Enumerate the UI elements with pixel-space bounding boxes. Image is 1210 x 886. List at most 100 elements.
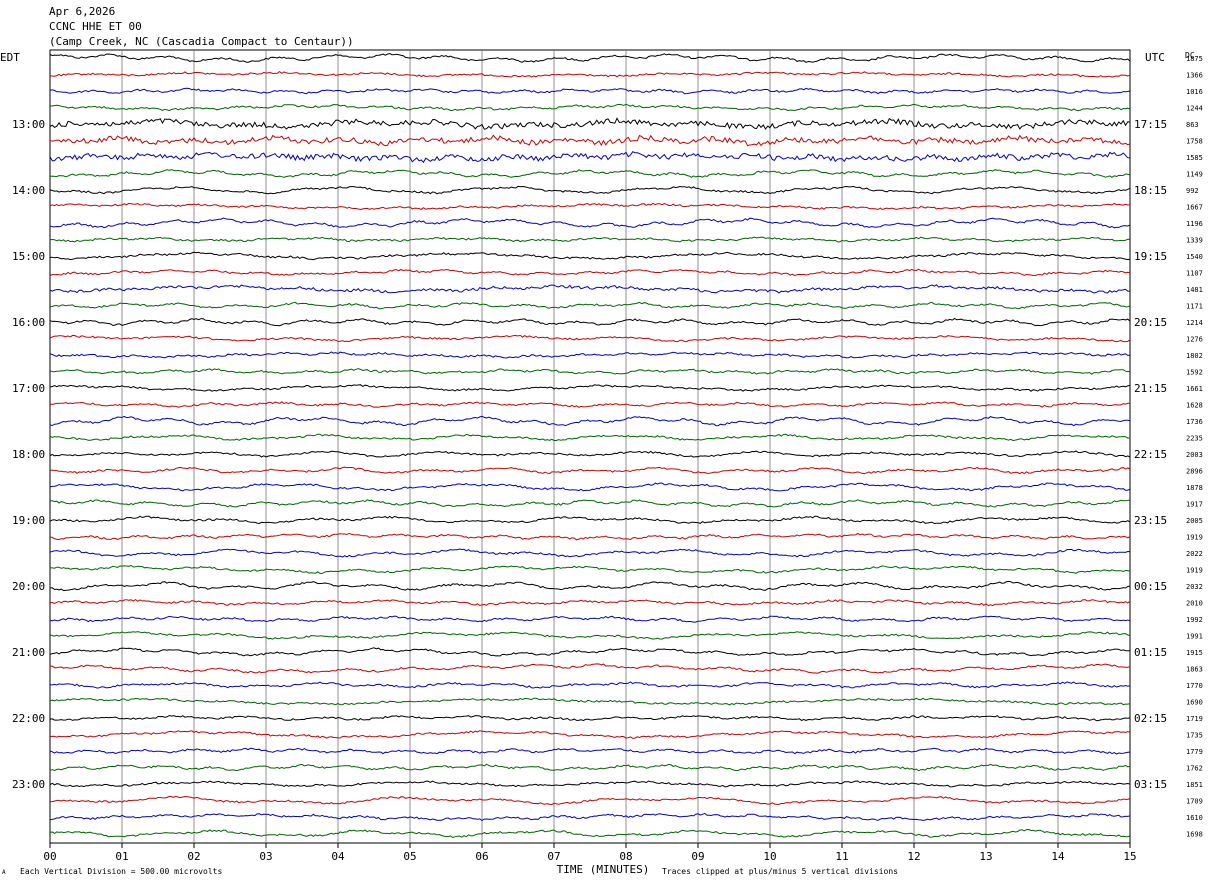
x-tick-label: 10	[763, 850, 776, 863]
seismic-trace	[49, 647, 1130, 657]
seismic-trace	[49, 795, 1131, 806]
edt-time-label: 22:00	[12, 712, 45, 725]
seismic-trace	[49, 812, 1131, 822]
dc-value-label: 1736	[1186, 418, 1203, 426]
x-tick-label: 00	[43, 850, 56, 863]
seismic-trace	[49, 598, 1131, 607]
edt-time-label: 14:00	[12, 184, 45, 197]
edt-time-label: 19:00	[12, 514, 45, 527]
seismic-trace	[49, 52, 1131, 63]
seismic-trace	[49, 70, 1131, 78]
dc-value-label: 1762	[1186, 765, 1203, 773]
edt-time-label: 23:00	[12, 778, 45, 791]
x-tick-label: 03	[259, 850, 272, 863]
seismic-trace	[49, 401, 1131, 408]
seismic-trace	[49, 433, 1131, 442]
dc-value-label: 1758	[1186, 138, 1203, 146]
utc-time-label: 18:15	[1134, 184, 1167, 197]
x-tick-label: 07	[547, 850, 560, 863]
seismic-trace	[50, 103, 1131, 112]
dc-value-label: 2032	[1186, 583, 1203, 591]
dc-value-label: 1196	[1186, 220, 1203, 228]
seismic-trace	[49, 202, 1131, 211]
seismic-trace	[49, 631, 1131, 640]
seismic-trace	[49, 351, 1131, 359]
dc-value-label: 2005	[1186, 517, 1203, 525]
seismic-trace	[49, 415, 1131, 427]
dc-value-label: 1610	[1186, 814, 1203, 822]
seismic-trace	[49, 301, 1131, 310]
edt-time-label: 15:00	[12, 250, 45, 263]
x-tick-label: 05	[403, 850, 416, 863]
dc-value-label: 1171	[1186, 303, 1203, 311]
utc-time-label: 03:15	[1134, 778, 1167, 791]
edt-time-label: 20:00	[12, 580, 45, 593]
edt-time-label: 17:00	[12, 382, 45, 395]
dc-value-label: 1878	[1186, 484, 1203, 492]
seismic-trace	[49, 681, 1131, 689]
edt-time-label: 21:00	[12, 646, 45, 659]
dc-value-label: 1719	[1186, 715, 1203, 723]
seismic-trace	[49, 697, 1131, 706]
dc-value-label: 1628	[1186, 402, 1203, 410]
seismic-trace	[49, 499, 1130, 508]
scale-note: Each Vertical Division = 500.00 microvol…	[20, 867, 223, 876]
dc-value-label: 1661	[1186, 385, 1203, 393]
x-tick-label: 08	[619, 850, 632, 863]
station-code: CCNC HHE ET 00	[49, 20, 142, 33]
utc-time-label: 17:15	[1134, 118, 1167, 131]
seismic-trace	[49, 284, 1131, 294]
seismic-trace	[49, 828, 1131, 839]
dc-label: DC	[1185, 51, 1195, 60]
seismic-trace	[49, 714, 1131, 722]
dc-value-label: 1991	[1186, 633, 1203, 641]
dc-value-label: 2022	[1186, 550, 1203, 558]
edt-time-label: 16:00	[12, 316, 45, 329]
x-tick-label: 04	[331, 850, 345, 863]
seismic-trace	[49, 482, 1131, 492]
chart-date: Apr 6,2026	[49, 5, 116, 18]
plot-frame	[49, 49, 1131, 844]
seismic-trace	[49, 763, 1131, 772]
dc-value-label: 1709	[1186, 798, 1203, 806]
edt-time-label: 13:00	[12, 118, 45, 131]
corner-mark: A	[2, 869, 6, 876]
seismic-trace	[49, 251, 1131, 261]
x-tick-label: 06	[475, 850, 488, 863]
utc-time-label: 01:15	[1134, 646, 1167, 659]
x-tick-label: 13	[979, 850, 992, 863]
dc-value-label: 1481	[1186, 286, 1203, 294]
seismic-trace	[49, 334, 1131, 343]
seismic-trace	[49, 548, 1131, 558]
dc-value-label: 1592	[1186, 369, 1203, 377]
dc-value-label: 1770	[1186, 682, 1203, 690]
station-location: (Camp Creek, NC (Cascadia Compact to Cen…	[49, 35, 354, 48]
dc-value-label: 1851	[1186, 781, 1203, 789]
x-tick-label: 01	[115, 850, 128, 863]
seismic-trace	[49, 151, 1131, 164]
dc-value-label: 1919	[1186, 534, 1203, 542]
dc-value-label: 1690	[1186, 699, 1203, 707]
seismic-trace	[49, 564, 1131, 574]
dc-value-label: 2235	[1186, 435, 1203, 443]
dc-value-label: 1107	[1186, 270, 1203, 278]
dc-value-label: 1339	[1186, 237, 1203, 245]
x-tick-label: 09	[691, 850, 704, 863]
seismic-trace	[49, 117, 1130, 130]
dc-value-label: 1244	[1186, 105, 1203, 113]
dc-value-label: 1802	[1186, 352, 1203, 360]
seismic-trace	[49, 580, 1131, 592]
utc-time-label: 21:15	[1134, 382, 1167, 395]
x-tick-label: 11	[835, 850, 848, 863]
dc-value-label: 1276	[1186, 336, 1203, 344]
seismic-trace	[49, 317, 1131, 327]
x-tick-label: 14	[1051, 850, 1065, 863]
utc-axis-label: UTC	[1145, 51, 1165, 64]
dc-value-label: 863	[1186, 121, 1199, 129]
seismic-trace	[49, 730, 1131, 739]
dc-value-label: 1016	[1186, 88, 1203, 96]
seismic-trace	[49, 747, 1131, 755]
seismic-trace	[49, 450, 1131, 458]
seismic-trace	[49, 87, 1131, 95]
x-axis-label: TIME (MINUTES)	[557, 863, 650, 876]
